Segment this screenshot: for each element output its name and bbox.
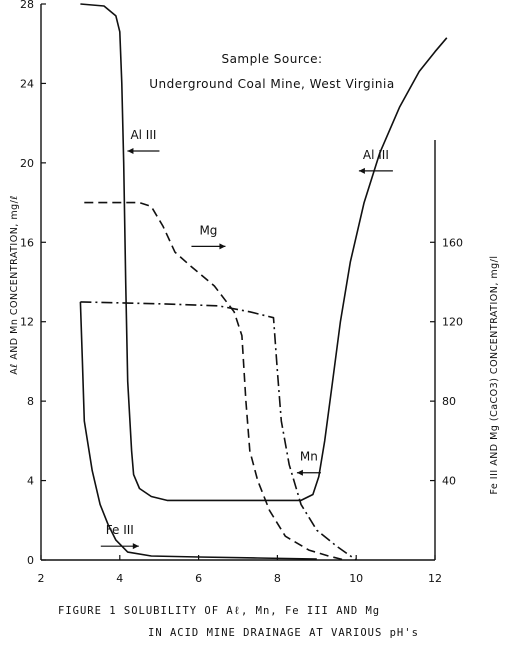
- y-tick-label: 4: [27, 475, 34, 488]
- x-tick-label: 8: [274, 572, 281, 585]
- x-tick-label: 6: [195, 572, 202, 585]
- header-line-1: Sample Source:: [221, 52, 322, 66]
- annotation-arrowhead: [296, 469, 303, 476]
- x-tick-label: 2: [38, 572, 45, 585]
- annotation-arrowhead: [219, 243, 226, 250]
- y-tick-label: 16: [20, 236, 34, 249]
- y2-tick-label: 160: [442, 236, 463, 249]
- series-mg-line: [84, 201, 345, 561]
- annotation-label: Al III: [363, 148, 389, 162]
- annotation-label: Mg: [199, 223, 217, 237]
- header-line-2: Underground Coal Mine, West Virginia: [149, 77, 394, 91]
- annotation-arrowhead: [358, 167, 365, 174]
- annotation-label: Mn: [300, 450, 318, 464]
- annotation-label: Al III: [130, 128, 156, 142]
- series-mn-line: [80, 301, 357, 561]
- y2-tick-label: 120: [442, 316, 463, 329]
- annotation-layer: Al III Mg Mn Fe III Al III: [100, 128, 393, 550]
- y2-tick-label: 80: [442, 395, 456, 408]
- y-tick-label: 20: [20, 157, 34, 170]
- y2-axis-title: Fe III AND Mg (CaCO3) CONCENTRATION, mg/…: [489, 255, 500, 494]
- x-tick-label: 4: [116, 572, 123, 585]
- y-tick-label: 8: [27, 395, 34, 408]
- annotation-arrowhead: [132, 543, 139, 550]
- y-tick-label: 0: [27, 554, 34, 567]
- y-tick-label: 24: [20, 77, 34, 90]
- x-tick-label: 10: [349, 572, 363, 585]
- x-tick-label: 12: [428, 572, 442, 585]
- annotation-label: Fe III: [106, 523, 134, 537]
- y-tick-label: 12: [20, 316, 34, 329]
- y-tick-label: 28: [20, 0, 34, 11]
- series-layer: [79, 3, 448, 561]
- caption-line-2: IN ACID MINE DRAINAGE AT VARIOUS pH's: [148, 627, 419, 639]
- series-fe-iii-line: [79, 301, 317, 560]
- annotation-arrowhead: [127, 148, 134, 155]
- y-axis-title: Aℓ AND Mn CONCENTRATION, mg/ℓ: [9, 195, 20, 375]
- y2-tick-label: 40: [442, 475, 456, 488]
- caption-line-1: FIGURE 1 SOLUBILITY OF Aℓ, Mn, Fe III AN…: [58, 605, 380, 617]
- series-al-iii-line: [80, 3, 448, 502]
